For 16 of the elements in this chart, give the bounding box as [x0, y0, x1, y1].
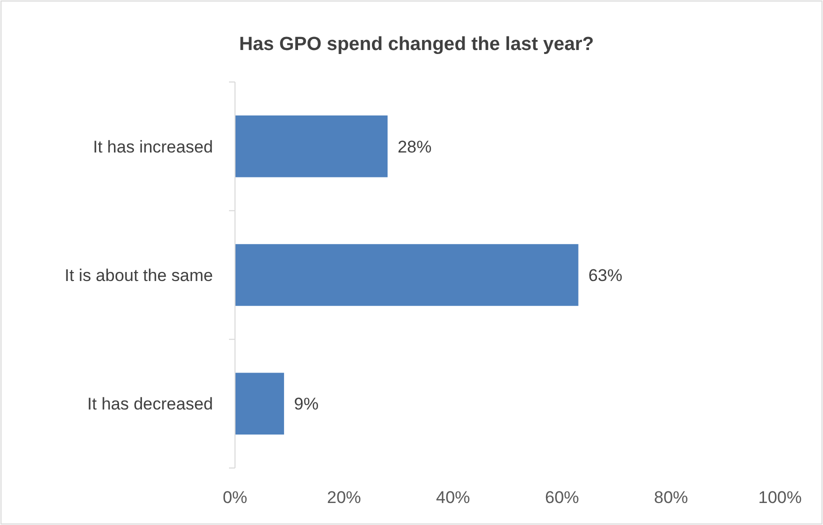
- data-label: 28%: [398, 137, 432, 156]
- x-tick-label: 0%: [222, 488, 248, 507]
- x-tick-label: 60%: [544, 488, 580, 507]
- x-tick-label: 20%: [326, 488, 362, 507]
- x-tick-label: 80%: [654, 488, 688, 507]
- bar: [235, 372, 284, 435]
- bar: [235, 244, 578, 306]
- y-tick-label: It is about the same: [64, 266, 213, 285]
- chart-title: Has GPO spend changed the last year?: [239, 34, 594, 55]
- bar: [235, 115, 388, 178]
- x-tick-label: 40%: [436, 488, 470, 507]
- data-label: 9%: [294, 394, 319, 414]
- y-tick-label: It has increased: [92, 137, 213, 156]
- y-tick-label: It has decreased: [87, 394, 213, 414]
- x-tick-label: 100%: [758, 488, 802, 507]
- data-label: 63%: [588, 266, 622, 285]
